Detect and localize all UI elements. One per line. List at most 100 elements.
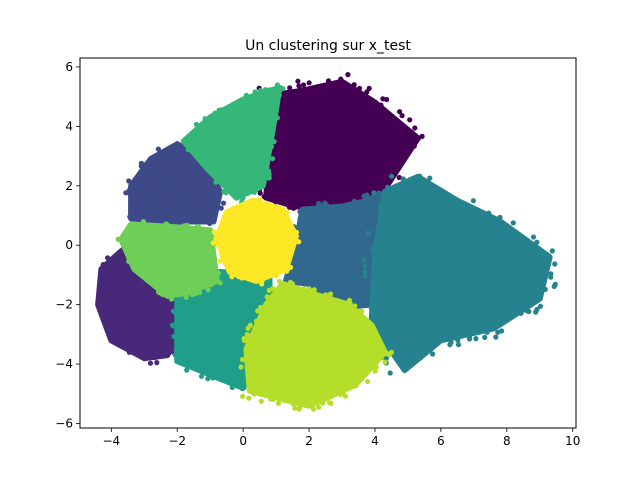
data-point	[359, 232, 365, 238]
data-point	[132, 294, 139, 300]
data-point	[361, 257, 367, 263]
data-point	[142, 313, 149, 320]
data-point	[218, 205, 224, 211]
data-point	[372, 171, 378, 177]
data-point	[267, 202, 273, 209]
data-point	[297, 404, 303, 410]
data-point	[350, 97, 356, 103]
data-point	[159, 286, 165, 292]
data-point	[131, 319, 137, 325]
data-point	[384, 132, 390, 138]
data-point	[323, 320, 329, 327]
data-point	[402, 365, 408, 371]
data-point	[189, 254, 195, 260]
data-point	[443, 293, 449, 299]
data-point	[371, 249, 377, 255]
data-point	[125, 293, 131, 299]
data-point	[170, 252, 176, 258]
data-point	[232, 109, 238, 115]
data-point	[250, 344, 256, 351]
data-point	[528, 243, 534, 249]
data-point	[240, 310, 246, 317]
data-point	[385, 319, 391, 325]
data-point	[260, 92, 266, 98]
data-point	[315, 356, 321, 362]
data-point	[473, 299, 480, 305]
data-point	[258, 183, 264, 189]
data-point	[195, 197, 201, 203]
data-point	[258, 202, 265, 209]
data-point	[376, 142, 383, 148]
data-point	[422, 265, 428, 271]
data-point	[537, 286, 543, 292]
data-point	[498, 328, 505, 334]
data-point	[127, 214, 133, 220]
data-point	[115, 284, 121, 290]
data-point	[184, 137, 190, 143]
data-point	[202, 121, 208, 127]
data-point	[354, 166, 360, 173]
data-point	[263, 87, 269, 93]
data-point	[256, 99, 262, 105]
data-point	[342, 117, 348, 123]
data-point	[162, 169, 168, 175]
data-point	[305, 175, 311, 181]
data-point	[231, 307, 237, 313]
data-point	[210, 375, 216, 381]
data-point	[313, 159, 319, 165]
data-point	[138, 212, 144, 218]
data-point	[227, 325, 233, 331]
data-point	[141, 206, 148, 212]
data-point	[460, 230, 466, 236]
data-point	[404, 347, 410, 353]
data-point	[346, 361, 352, 367]
data-point	[233, 291, 239, 297]
data-point	[342, 311, 348, 318]
data-point	[267, 136, 273, 142]
data-point	[127, 235, 133, 241]
data-point	[411, 318, 417, 324]
data-point	[225, 374, 231, 380]
data-point	[186, 324, 192, 331]
data-point	[299, 323, 305, 329]
data-point	[440, 319, 446, 325]
data-point	[199, 281, 206, 288]
data-point	[258, 358, 264, 364]
data-point	[420, 307, 426, 313]
data-point	[257, 197, 263, 203]
data-point	[191, 182, 197, 188]
data-point	[127, 245, 133, 251]
data-point	[365, 166, 371, 172]
data-point	[148, 197, 154, 203]
data-point	[438, 219, 444, 225]
data-point	[324, 202, 330, 208]
x-tick-label: 4	[371, 434, 379, 448]
data-point	[287, 108, 293, 114]
data-point	[423, 313, 429, 319]
data-point	[456, 266, 462, 272]
data-point	[290, 287, 296, 293]
data-point	[300, 82, 307, 88]
data-point	[150, 262, 156, 268]
data-point	[126, 335, 132, 341]
data-point	[315, 319, 321, 325]
data-point	[477, 249, 483, 255]
data-point	[214, 149, 220, 155]
data-point	[167, 329, 173, 335]
data-point	[450, 271, 456, 278]
data-point	[287, 144, 294, 150]
data-point	[522, 258, 528, 264]
data-point	[331, 351, 337, 357]
data-point	[159, 253, 165, 259]
data-point	[230, 320, 236, 326]
data-point	[459, 241, 465, 247]
data-point	[331, 373, 337, 380]
data-point	[240, 272, 246, 278]
data-point	[282, 398, 289, 404]
data-point	[397, 355, 403, 361]
data-point	[440, 329, 446, 335]
data-point	[401, 359, 407, 365]
data-point	[207, 145, 213, 151]
data-point	[188, 315, 194, 321]
